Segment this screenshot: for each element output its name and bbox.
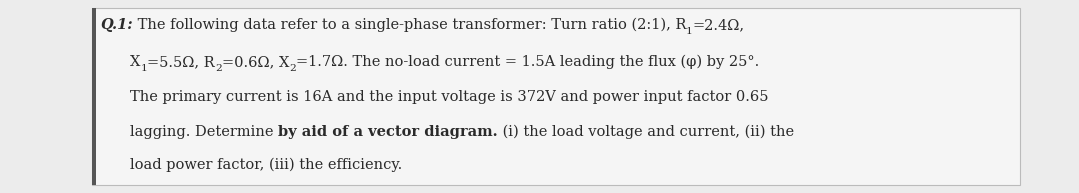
Text: 1: 1 bbox=[140, 64, 147, 73]
Text: =2.4Ω,: =2.4Ω, bbox=[693, 18, 745, 32]
Text: 2: 2 bbox=[215, 64, 221, 73]
FancyBboxPatch shape bbox=[92, 8, 1020, 185]
Text: =5.5Ω, R: =5.5Ω, R bbox=[147, 55, 215, 69]
Text: The primary current is 16A and the input voltage is 372V and power input factor : The primary current is 16A and the input… bbox=[129, 90, 768, 104]
Text: X: X bbox=[129, 55, 140, 69]
Text: by aid of a vector diagram.: by aid of a vector diagram. bbox=[278, 125, 497, 139]
Text: The following data refer to a single-phase transformer: Turn ratio (2:1), R: The following data refer to a single-pha… bbox=[133, 18, 686, 32]
Text: lagging. Determine: lagging. Determine bbox=[129, 125, 278, 139]
Text: load power factor, (iii) the efficiency.: load power factor, (iii) the efficiency. bbox=[129, 158, 402, 172]
Text: =1.7Ω. The no-load current = 1.5A leading the flux (φ) by 25°.: =1.7Ω. The no-load current = 1.5A leadin… bbox=[296, 55, 759, 69]
Text: =0.6Ω, X: =0.6Ω, X bbox=[221, 55, 289, 69]
Bar bbox=[92, 8, 96, 185]
Text: (i) the load voltage and current, (ii) the: (i) the load voltage and current, (ii) t… bbox=[497, 125, 794, 139]
Text: Q.1:: Q.1: bbox=[100, 18, 133, 32]
Text: 2: 2 bbox=[289, 64, 296, 73]
Text: 1: 1 bbox=[686, 27, 693, 36]
